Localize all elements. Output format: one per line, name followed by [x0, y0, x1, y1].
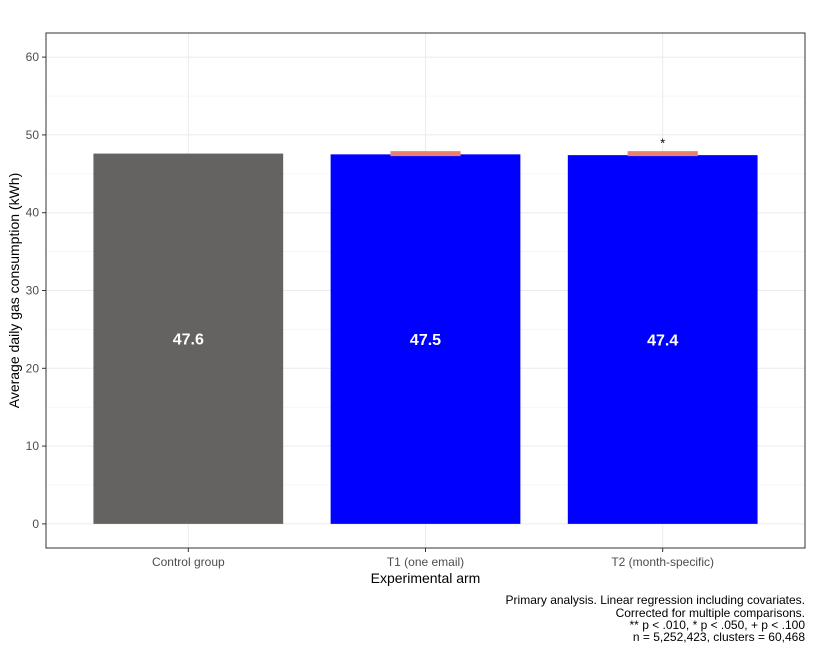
- bar: [93, 153, 284, 524]
- x-tick-label: T2 (month-specific): [611, 555, 714, 569]
- y-axis-title: Average daily gas consumption (kWh): [6, 173, 22, 409]
- bar-value-label: 47.4: [647, 333, 678, 350]
- bar: [330, 154, 521, 524]
- caption-line-3: ** p < .010, * p < .050, + p < .100: [630, 618, 806, 632]
- y-tick-label: 0: [32, 517, 39, 531]
- significance-label: *: [660, 136, 665, 151]
- x-axis-ticks: Control group T1 (one email) T2 (month-spe…: [152, 548, 714, 569]
- y-tick-label: 10: [26, 439, 40, 453]
- y-tick-label: 30: [26, 284, 40, 298]
- bar-value-label: 47.5: [410, 332, 441, 349]
- y-tick-label: 20: [26, 361, 40, 375]
- x-tick-label: T1 (one email): [387, 555, 464, 569]
- caption: Primary analysis. Linear regression incl…: [506, 593, 806, 644]
- y-tick-label: 60: [26, 50, 40, 64]
- caption-line-1: Primary analysis. Linear regression incl…: [506, 593, 805, 607]
- x-tick-label: Control group: [152, 555, 225, 569]
- bars: [93, 153, 758, 524]
- caption-line-4: n = 5,252,423, clusters = 60,468: [633, 630, 805, 644]
- bar-value-label: 47.6: [173, 332, 204, 349]
- plot-panel-border: [45, 32, 806, 549]
- bar: [567, 155, 758, 524]
- caption-line-2: Corrected for multiple comparisons.: [616, 606, 805, 620]
- reference-marks: *: [390, 136, 698, 157]
- y-axis-ticks: 0 10 20 30 40 50 60: [26, 50, 46, 531]
- x-axis-title: Experimental arm: [371, 570, 481, 586]
- bar-value-labels: 47.6 47.5 47.4: [173, 332, 679, 350]
- y-tick-label: 50: [26, 128, 40, 142]
- y-tick-label: 40: [26, 206, 40, 220]
